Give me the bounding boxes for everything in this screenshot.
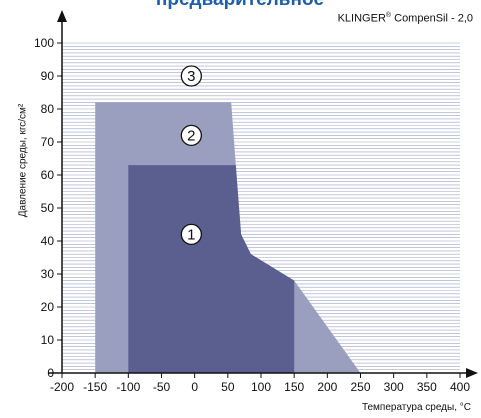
x-axis-label: Температура среды, °C: [361, 402, 471, 413]
brand-product: CompenSil - 2,0: [391, 12, 473, 25]
brand-name: KLINGER: [337, 12, 386, 25]
x-tick-label: 100: [251, 380, 271, 394]
x-tick-label: -50: [153, 380, 171, 394]
x-tick-label: 400: [450, 380, 470, 394]
y-tick-label: 70: [41, 135, 55, 149]
region-label-circle: [180, 124, 203, 147]
y-tick-label: 20: [41, 300, 55, 314]
y-tick-label: 90: [41, 69, 55, 83]
y-tick-label: 60: [41, 168, 55, 182]
x-tick-label: 250: [350, 380, 370, 394]
x-tick-label: 150: [284, 380, 304, 394]
y-tick-label: 100: [34, 36, 54, 50]
x-tick-label: 200: [317, 380, 337, 394]
y-tick-label: 0: [47, 366, 54, 380]
x-tick-label: 350: [417, 380, 437, 394]
y-tick-label: 30: [41, 267, 55, 281]
y-tick-label: 50: [41, 201, 55, 215]
region-label-text: 2: [187, 127, 195, 144]
x-axis-arrow: [466, 368, 478, 378]
region-label-circle: [180, 223, 203, 246]
region-label-text: 1: [187, 226, 195, 243]
brand-label: KLINGER® CompenSil - 2,0: [338, 12, 473, 25]
region-label-text: 3: [187, 68, 195, 85]
x-tick-label: -200: [50, 380, 74, 394]
y-tick-label: 40: [41, 234, 55, 248]
region-1: [128, 165, 295, 373]
region-label-circle: [180, 65, 203, 87]
registered-mark: ®: [385, 12, 392, 19]
x-tick-label: 0: [191, 380, 198, 394]
x-tick-label: 50: [221, 380, 235, 394]
y-tick-label: 10: [41, 333, 55, 347]
chart-title: предварительное: [120, 0, 360, 10]
y-tick-label: 80: [41, 102, 55, 116]
x-tick-label: 300: [384, 380, 404, 394]
y-axis-arrow: [57, 10, 67, 22]
x-tick-label: -100: [116, 380, 140, 394]
x-tick-label: -150: [83, 380, 107, 394]
